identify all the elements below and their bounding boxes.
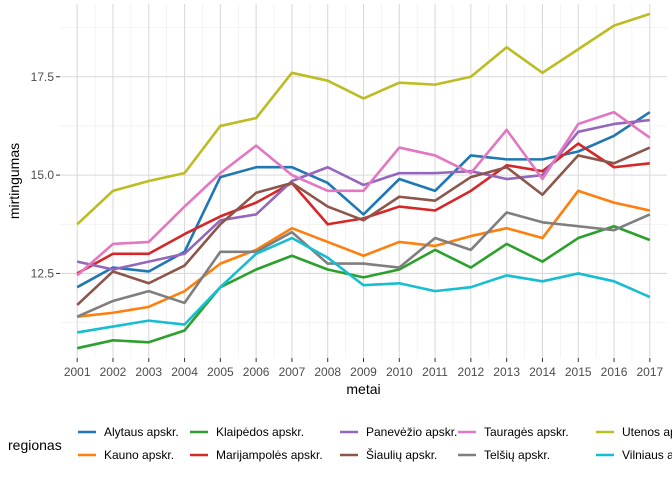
x-tick-label: 2008 (314, 365, 341, 379)
legend: Alytaus apskr. Kauno apskr. Klaipėdos apsk… (78, 425, 672, 462)
y-tick-label: 15.0 (31, 168, 55, 182)
legend-label: Klaipėdos apskr. (216, 425, 304, 439)
x-tick-label: 2005 (207, 365, 234, 379)
series-line (77, 189, 651, 318)
x-tick-label: 2004 (171, 365, 198, 379)
series-line (76, 12, 651, 226)
x-tick-label: 2006 (243, 365, 270, 379)
x-tick-label: 2015 (565, 365, 592, 379)
x-tick-label: 2010 (386, 365, 413, 379)
series-line (76, 111, 651, 289)
legend-label: Tauragės apskr. (484, 425, 569, 439)
legend-label: Šiaulių apskr. (366, 447, 437, 462)
x-tick-label: 2014 (529, 365, 556, 379)
series-lines (76, 12, 651, 350)
series-line (76, 211, 651, 318)
y-tick-label: 17.5 (31, 70, 55, 84)
x-tick-label: 2011 (422, 365, 448, 379)
x-tick-label: 2002 (100, 365, 127, 379)
series-line (76, 146, 651, 306)
x-tick-label: 2003 (135, 365, 162, 379)
legend-label: Marijampolės apskr. (216, 448, 323, 462)
series-line (76, 110, 651, 277)
legend-label: Telšių apskr. (484, 448, 550, 462)
y-tick-label: 12.5 (31, 266, 55, 280)
x-tick-label: 2012 (458, 365, 485, 379)
series-line (76, 224, 651, 350)
x-tick-label: 2009 (350, 365, 377, 379)
y-axis-title: mirtingumas (6, 143, 22, 219)
grid-lines (60, 4, 667, 358)
x-tick-label: 2017 (636, 365, 663, 379)
legend-label: Panevėžio apskr. (366, 425, 457, 439)
axes: 12.5 15.0 17.5 2001 2002 2003 2004 2005 2006 2007… (31, 70, 664, 379)
x-tick-label: 2001 (64, 365, 91, 379)
x-tick-label: 2016 (601, 365, 628, 379)
legend-title: regionas (8, 437, 62, 453)
legend-label: Vilniaus apskr. (622, 448, 672, 462)
legend-label: Utenos apskr. (622, 425, 672, 439)
x-tick-label: 2013 (493, 365, 520, 379)
series-line (76, 236, 651, 334)
legend-label: Kauno apskr. (104, 448, 174, 462)
x-tick-label: 2007 (279, 365, 306, 379)
x-axis-title: metai (346, 381, 380, 397)
legend-label: Alytaus apskr. (104, 425, 179, 439)
